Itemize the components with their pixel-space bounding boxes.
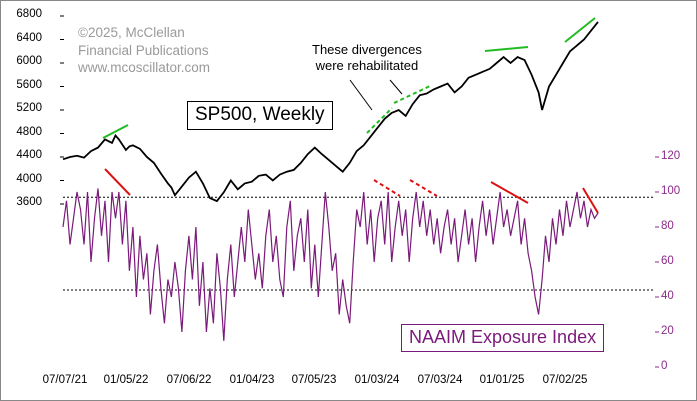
divergence-line [366, 107, 393, 134]
annotation-line-2: were rehabilitated [315, 58, 419, 73]
x-tick-label: 07/03/24 [417, 374, 463, 386]
annotation-line-1: These divergences [312, 42, 422, 57]
y-tick-label: 6800 [16, 8, 42, 20]
axis-ticks [60, 15, 659, 368]
sp500-series [62, 21, 599, 203]
divergence-markers [102, 17, 599, 214]
x-tick-label: 01/03/24 [354, 374, 400, 386]
y2-tick-label: 20 [661, 325, 674, 337]
x-tick-label: 01/01/25 [479, 374, 525, 386]
reference-lines [63, 196, 655, 291]
annotation-pointer [389, 79, 403, 95]
y-tick-label: 6400 [16, 32, 42, 44]
divergence-line [484, 46, 529, 52]
divergence-line [490, 181, 529, 204]
divergence-annotation: These divergences were rehabilitated [312, 42, 422, 74]
watermark: ©2025, McClellan Financial Publications … [78, 24, 210, 77]
divergence-line [409, 179, 438, 197]
watermark-line-1: ©2025, McClellan [78, 25, 185, 40]
y-tick-label: 4800 [16, 126, 42, 138]
y-tick-label: 4000 [16, 173, 42, 185]
divergence-line [582, 187, 599, 214]
y2-tick-label: 80 [661, 220, 674, 232]
divergence-line [102, 124, 129, 139]
x-tick-label: 07/05/23 [291, 374, 337, 386]
x-tick-label: 07/07/21 [42, 374, 88, 386]
y2-tick-label: 60 [661, 255, 674, 267]
y-tick-label: 4400 [16, 149, 42, 161]
divergence-line [104, 168, 131, 196]
x-tick-label: 01/05/22 [103, 374, 149, 386]
naaim-title: NAAIM Exposure Index [401, 324, 605, 352]
watermark-line-3: www.mcoscillator.com [78, 60, 211, 75]
x-tick-label: 07/02/25 [542, 374, 588, 386]
sp500-line [62, 21, 599, 203]
y-tick-label: 3600 [16, 196, 42, 208]
y2-tick-label: 0 [661, 360, 668, 372]
divergence-line [564, 17, 596, 43]
y2-tick-label: 40 [661, 290, 674, 302]
sp500-title: SP500, Weekly [187, 101, 333, 130]
naaim-line [62, 188, 599, 341]
annotation-pointer [349, 79, 373, 111]
y2-tick-label: 100 [661, 185, 681, 197]
y2-tick-label: 120 [661, 150, 681, 162]
y-tick-label: 5200 [16, 102, 42, 114]
y-tick-label: 6000 [16, 55, 42, 67]
x-tick-label: 07/06/22 [166, 374, 212, 386]
divergence-line [373, 179, 401, 197]
y-tick-label: 5600 [16, 79, 42, 91]
x-tick-label: 01/04/23 [229, 374, 275, 386]
naaim-series [62, 188, 599, 341]
watermark-line-2: Financial Publications [78, 42, 209, 58]
